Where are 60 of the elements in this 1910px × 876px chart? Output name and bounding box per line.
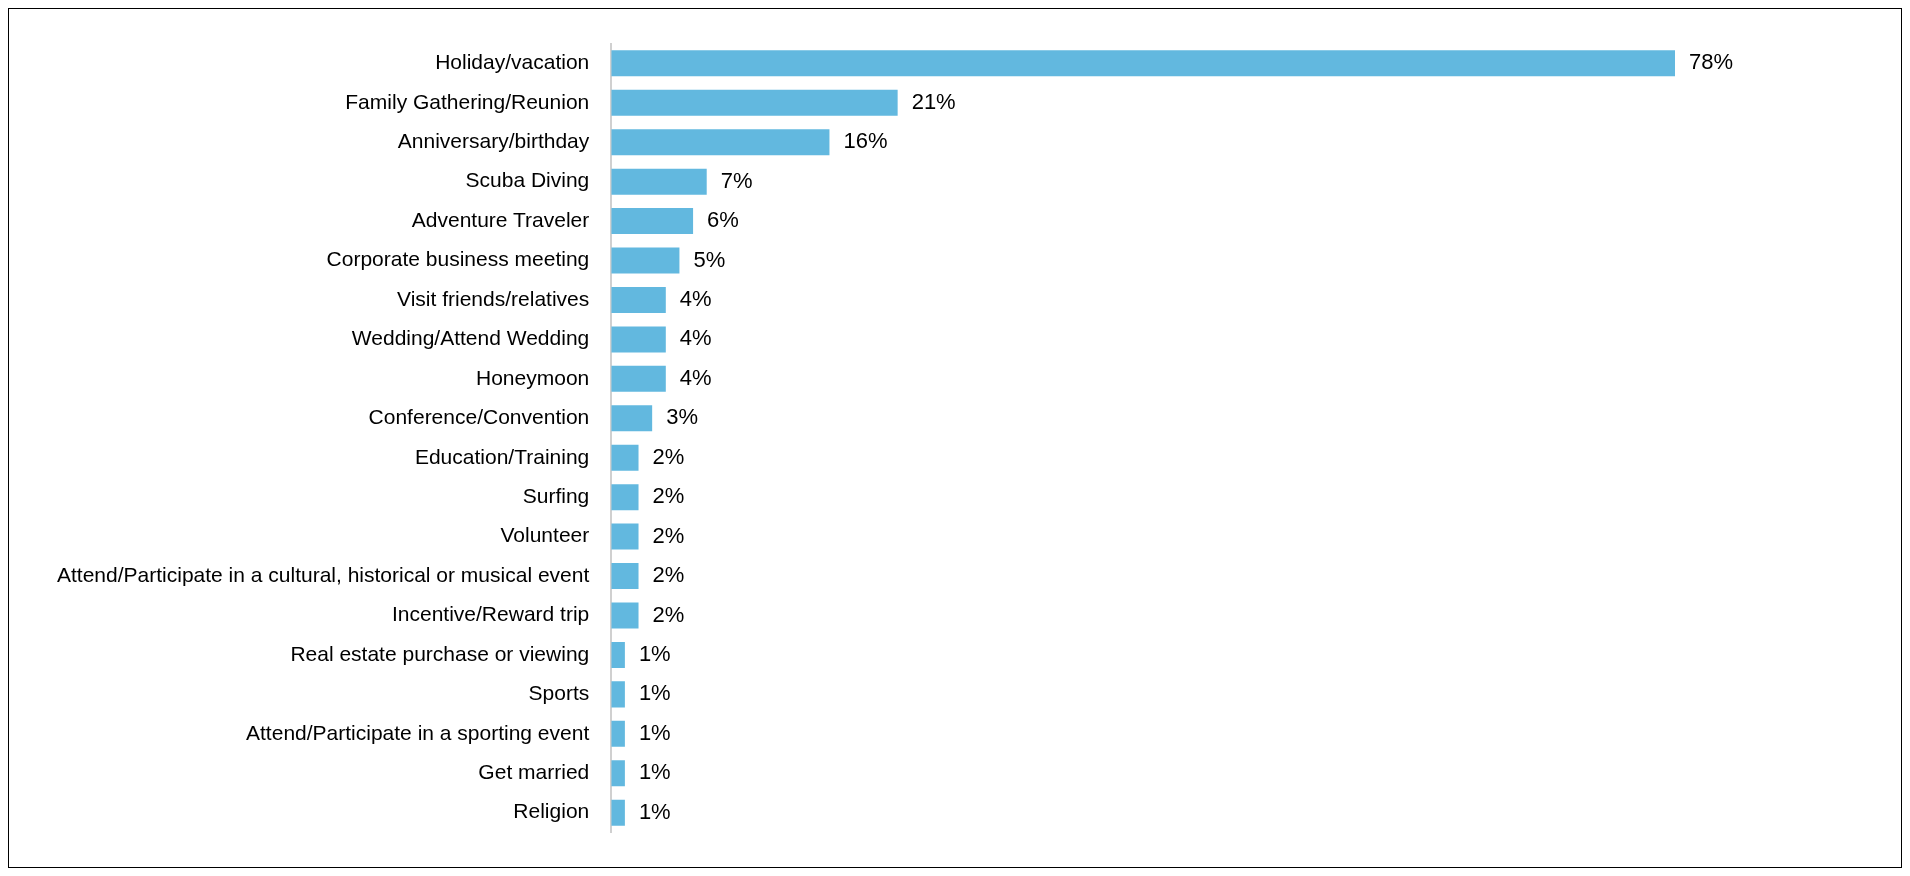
data-label: 2%	[652, 483, 685, 509]
bar	[611, 208, 694, 235]
y-tick-label: Scuba Diving	[465, 168, 590, 192]
bar	[611, 720, 625, 747]
bar	[611, 760, 625, 787]
y-tick-label: Visit friends/relatives	[397, 286, 590, 310]
y-tick-label: Religion	[513, 799, 590, 823]
bar	[611, 286, 666, 313]
bar	[611, 405, 653, 432]
bar	[611, 799, 625, 826]
data-label: 4%	[679, 286, 712, 312]
y-tick-label: Incentive/Reward trip	[391, 602, 590, 626]
y-tick-label: Anniversary/birthday	[397, 129, 590, 152]
y-tick-label: Holiday/vacation	[435, 50, 590, 74]
data-label: 1%	[638, 640, 671, 666]
bar	[611, 89, 898, 116]
data-label: 78%	[1689, 49, 1734, 75]
data-label: 1%	[638, 680, 671, 706]
y-tick-label: Get married	[478, 760, 590, 784]
y-tick-label: Honeymoon	[476, 365, 590, 389]
data-label: 4%	[679, 364, 712, 390]
bar	[611, 365, 666, 392]
bar	[611, 247, 680, 274]
data-label: 7%	[720, 167, 753, 193]
bar	[611, 523, 639, 550]
y-tick-label: Wedding/Attend Wedding	[351, 326, 590, 350]
bar	[611, 168, 707, 195]
data-label: 4%	[679, 325, 712, 351]
data-label: 3%	[666, 404, 698, 430]
data-label: 2%	[652, 562, 685, 588]
y-tick-label: Attend/Participate in a sporting event	[246, 720, 590, 744]
y-tick-label: Family Gathering/Reunion	[345, 89, 590, 113]
data-label: 16%	[843, 128, 888, 154]
data-label: 2%	[652, 443, 685, 469]
y-tick-label: Education/Training	[414, 444, 590, 468]
data-label: 6%	[707, 207, 739, 233]
y-tick-label: Corporate business meeting	[326, 247, 590, 271]
data-label: 1%	[638, 719, 671, 745]
bar	[611, 602, 639, 629]
y-tick-label: Adventure Traveler	[411, 207, 590, 231]
bar	[611, 129, 830, 156]
y-tick-label: Attend/Participate in a cultural, historical or musical event	[57, 562, 590, 586]
bar	[611, 681, 625, 708]
bar	[611, 444, 639, 471]
data-label: 1%	[638, 798, 671, 824]
data-label: 2%	[652, 601, 685, 627]
y-tick-label: Real estate purchase or viewing	[290, 641, 590, 665]
bar	[611, 326, 666, 353]
y-tick-label: Sports	[528, 681, 590, 705]
bar	[611, 641, 625, 668]
y-tick-label: Conference/Convention	[368, 405, 590, 429]
data-label: 21%	[911, 88, 956, 114]
bar	[611, 563, 639, 590]
data-label: 2%	[652, 522, 685, 548]
bar	[611, 484, 639, 511]
bar	[611, 50, 1675, 77]
y-tick-label: Surfing	[522, 483, 590, 507]
data-label: 1%	[638, 759, 671, 785]
data-label: 5%	[693, 246, 726, 272]
y-tick-label: Volunteer	[500, 523, 590, 547]
